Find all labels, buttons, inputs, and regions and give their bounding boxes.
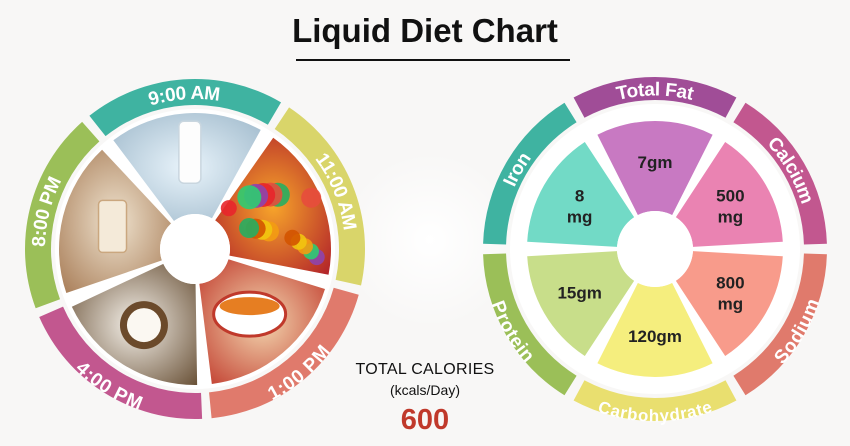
nutrient-wedge-calcium [675, 141, 783, 247]
total-calories-unit: (kcals/Day) [389, 382, 460, 398]
total-calories-label: TOTAL CALORIES [355, 361, 495, 378]
fruit-dot [239, 218, 260, 239]
fruit-dot [237, 185, 262, 210]
fruit-dot [284, 229, 301, 246]
nutrient-value-total-fat: 7gm [638, 153, 673, 172]
nutrient-band-protein [483, 253, 577, 396]
nutrient-value-carbohydrate: 120gm [628, 327, 682, 346]
title-underline [296, 59, 570, 61]
meal-time-band-9-00-am [89, 79, 282, 137]
nutrient-name-total-fat: Total Fat [615, 79, 697, 105]
nutrient-band-calcium [733, 102, 827, 245]
shake-glass-icon [97, 199, 128, 254]
nutrient-wedge-total-fat [597, 121, 713, 216]
fruit-dot [301, 187, 322, 208]
nutrient-value-sodium: 800 mg [716, 274, 744, 314]
nutrient-band-sodium [733, 253, 827, 396]
meal-time-band-1-00-pm [209, 287, 359, 419]
fruit-dot [220, 200, 237, 217]
nutrient-value-protein: 15gm [557, 284, 601, 303]
meal-wheel-hub [160, 214, 230, 284]
total-calories-block: TOTAL CALORIES (kcals/Day) 600 [340, 361, 510, 437]
nutrient-band-carbohydrate [573, 380, 737, 421]
page-title: Liquid Diet Chart [292, 12, 558, 49]
nutrient-wedge-iron [527, 141, 635, 247]
meal-time-band-11-00-am [274, 107, 365, 286]
nutrient-band-iron [483, 102, 577, 245]
nutrient-wedge-carbohydrate [597, 282, 713, 377]
nutrient-band-total-fat [573, 76, 737, 118]
nutrient-value-calcium: 500 mg [716, 187, 744, 227]
nutrient-wheel-hub [617, 211, 693, 287]
soup-surface [219, 297, 280, 316]
milk-bottle-icon [178, 120, 202, 184]
meal-time-band-8-00-pm [24, 121, 100, 309]
meal-time-band-4-00-pm [39, 306, 203, 419]
nutrient-wedge-sodium [675, 251, 783, 357]
coconut-flesh [126, 308, 161, 343]
nutrient-wedge-protein [527, 251, 635, 357]
total-calories-value: 600 [400, 404, 450, 436]
nutrient-value-iron: 8 mg [567, 187, 593, 227]
